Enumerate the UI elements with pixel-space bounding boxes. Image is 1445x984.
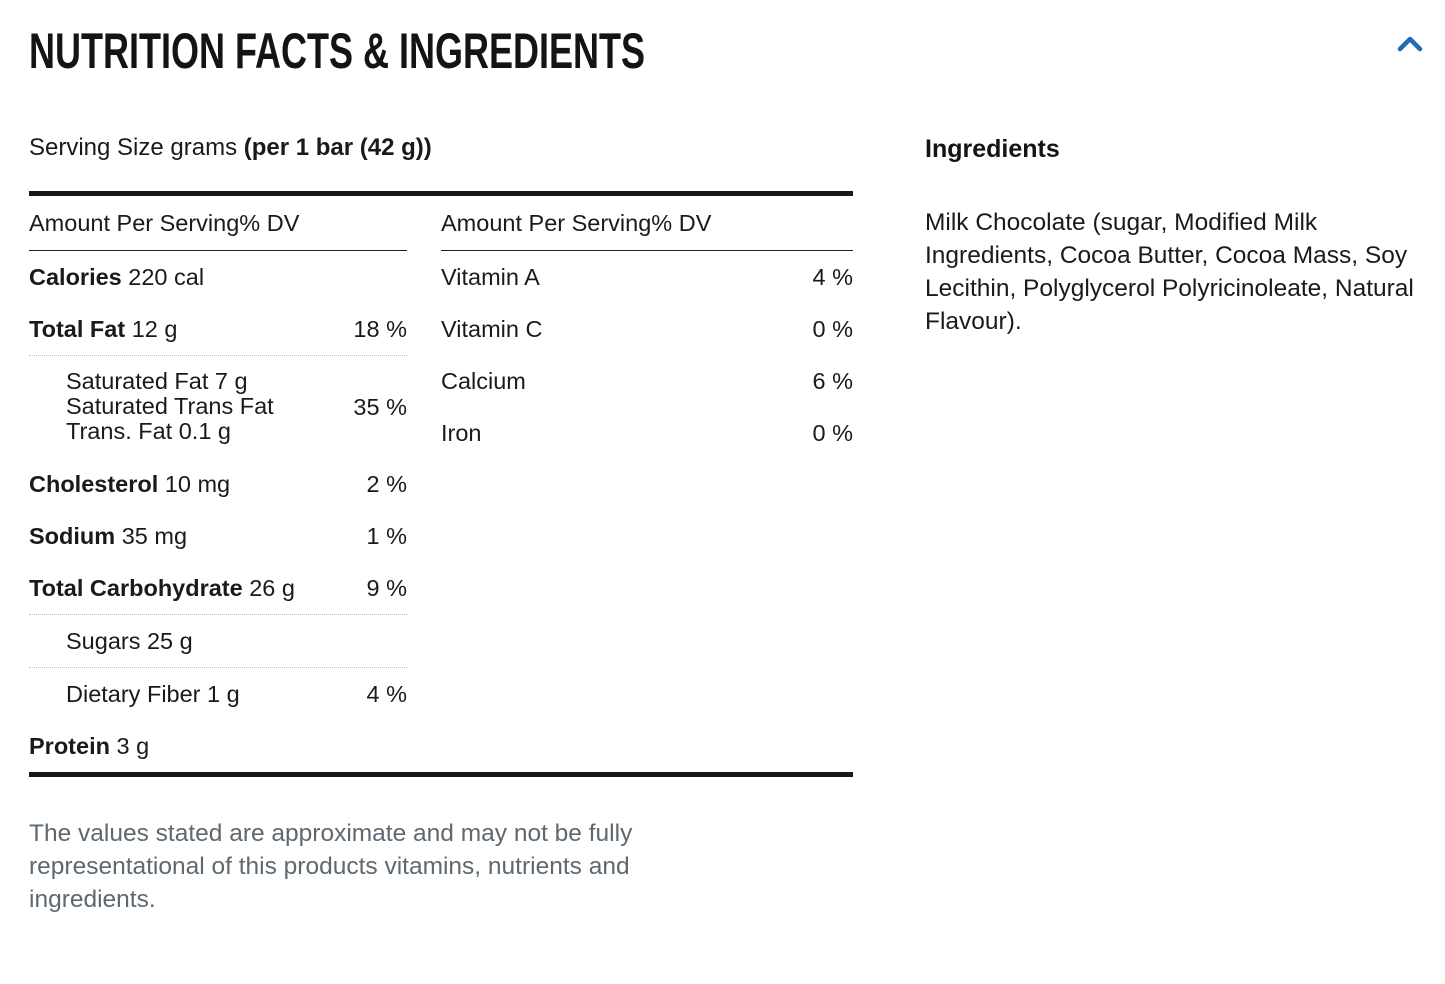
collapse-section-button[interactable] <box>1387 22 1433 66</box>
ingredients-text: Milk Chocolate (sugar, Modified Milk Ing… <box>925 209 1414 335</box>
column-header: Amount Per Serving% DV <box>441 196 853 251</box>
ingredients-panel: Ingredients Milk Chocolate (sugar, Modif… <box>925 80 1430 338</box>
dv-value: 2 % <box>366 471 408 497</box>
ingredients-title: Ingredients <box>925 135 1060 163</box>
section-body: Serving Size grams (per 1 bar (42 g)) Am… <box>0 80 1445 916</box>
nutrient-row-saturated-trans-fat: Saturated Fat 7 g Saturated Trans Fat Tr… <box>66 368 407 444</box>
nutrient-row-sodium: Sodium 35 mg 1 % <box>29 523 408 549</box>
table-bottom-rule <box>29 772 853 777</box>
dv-value: 1 % <box>366 523 408 549</box>
dv-value: 9 % <box>366 575 408 601</box>
dv-value: 4 % <box>366 681 408 707</box>
nutrient-row-vitamin-a: Vitamin A 4 % <box>441 264 854 290</box>
dv-value: 18 % <box>353 316 407 342</box>
nutrient-row-vitamin-c: Vitamin C 0 % <box>441 316 854 342</box>
section-header: NUTRITION FACTS & INGREDIENTS <box>0 0 1445 80</box>
serving-size-line: Serving Size grams (per 1 bar (42 g)) <box>29 133 853 163</box>
dv-value: 4 % <box>812 264 854 290</box>
nutrient-row-iron: Iron 0 % <box>441 420 854 446</box>
nutrient-row-dietary-fiber: Dietary Fiber 1 g 4 % <box>66 681 408 707</box>
dv-value: 0 % <box>812 316 854 342</box>
facts-column-right: Amount Per Serving% DV Vitamin A 4 % Vit… <box>441 196 853 772</box>
chevron-up-icon <box>1397 36 1423 52</box>
dv-value: 35 % <box>353 393 407 420</box>
nutrient-row-sugars: Sugars 25 g <box>29 615 407 668</box>
column-header: Amount Per Serving% DV <box>29 196 407 251</box>
values-disclaimer: The values stated are approximate and ma… <box>29 820 633 913</box>
facts-column-left: Amount Per Serving% DV Calories 220 cal … <box>29 196 407 772</box>
serving-size-value: (per 1 bar (42 g)) <box>243 134 432 161</box>
nutrient-row-cholesterol: Cholesterol 10 mg 2 % <box>29 471 408 497</box>
table-top-rule <box>29 191 853 196</box>
nutrient-row-protein: Protein 3 g <box>29 733 150 759</box>
nutrient-row-total-fat: Total Fat 12 g 18 % <box>29 303 407 356</box>
nutrient-row-total-carbohydrate: Total Carbohydrate 26 g 9 % <box>29 562 407 615</box>
page-title: NUTRITION FACTS & INGREDIENTS <box>29 23 646 79</box>
nutrient-row-calcium: Calcium 6 % <box>441 368 854 394</box>
dv-value: 0 % <box>812 420 854 446</box>
serving-size-label: Serving Size grams <box>29 134 244 161</box>
nutrient-row-calories: Calories 220 cal <box>29 264 205 290</box>
dv-value: 6 % <box>812 368 854 394</box>
nutrition-facts-table: Serving Size grams (per 1 bar (42 g)) Am… <box>29 80 853 916</box>
